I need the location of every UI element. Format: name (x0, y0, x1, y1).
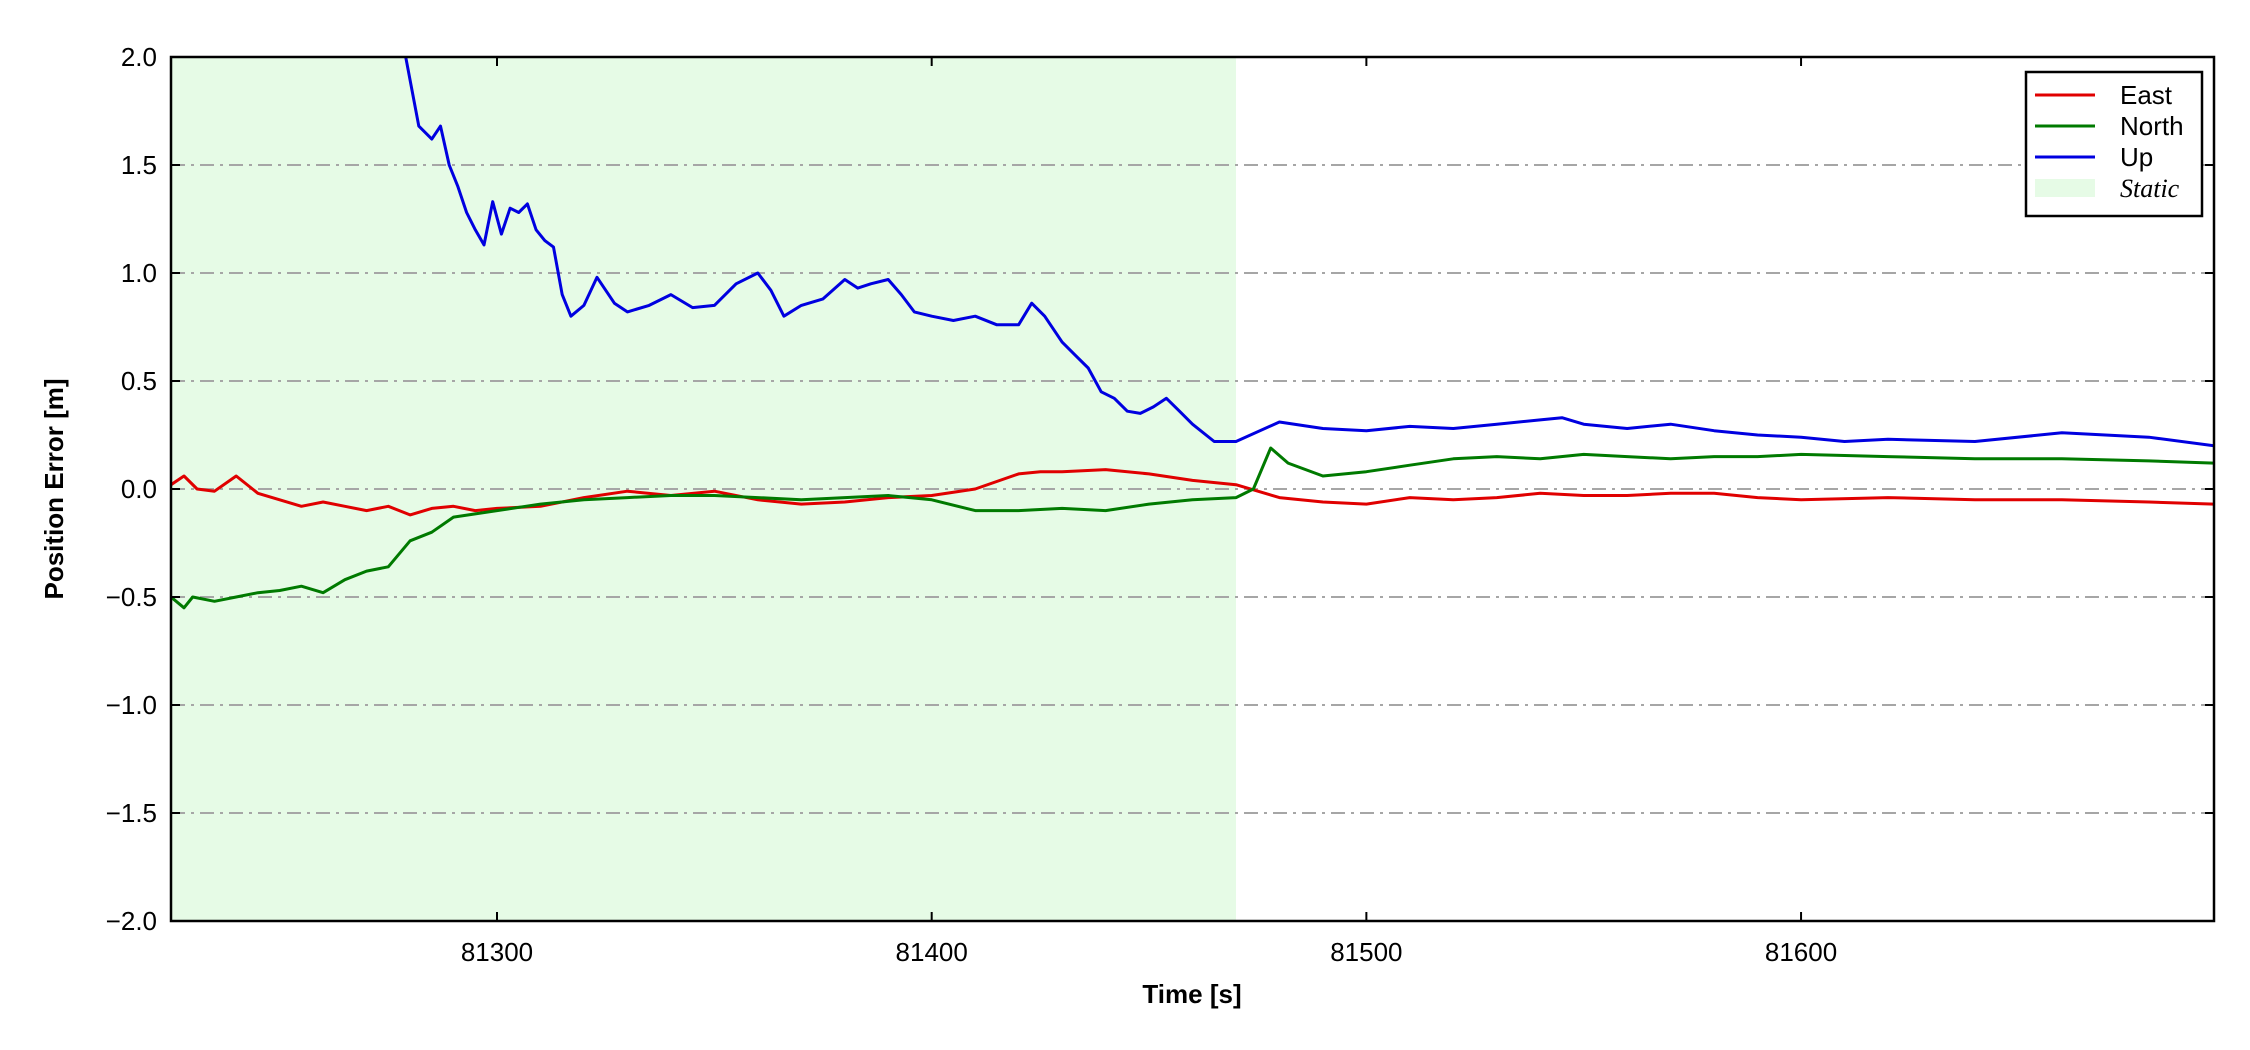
x-tick-label-3: 81600 (1765, 937, 1837, 967)
x-tick-label-1: 81400 (896, 937, 968, 967)
y-tick-label-8: 2.0 (121, 42, 157, 72)
legend-label-static: Static (2120, 174, 2180, 203)
legend-label-east: East (2120, 80, 2173, 110)
x-axis-title: Time [s] (1142, 979, 1241, 1009)
x-tick-label-0: 81300 (461, 937, 533, 967)
x-tick-label-2: 81500 (1330, 937, 1402, 967)
series-line-east (171, 468, 2214, 517)
y-tick-label-7: 1.5 (121, 150, 157, 180)
series-line-up (404, 57, 2214, 448)
legend: East North Up Static (2024, 70, 2204, 218)
series-line-north (171, 446, 2214, 610)
y-tick-label-1: −1.5 (106, 798, 157, 828)
legend-label-up: Up (2120, 142, 2153, 172)
y-tick-label-4: 0.0 (121, 474, 157, 504)
y-tick-label-2: −1.0 (106, 690, 157, 720)
legend-swatch-static (2035, 179, 2095, 197)
y-tick-label-3: −0.5 (106, 582, 157, 612)
y-tick-label-0: −2.0 (106, 906, 157, 936)
y-axis-title: Position Error [m] (39, 378, 69, 599)
y-tick-label-5: 0.5 (121, 366, 157, 396)
legend-label-north: North (2120, 111, 2184, 141)
y-tick-label-6: 1.0 (121, 258, 157, 288)
